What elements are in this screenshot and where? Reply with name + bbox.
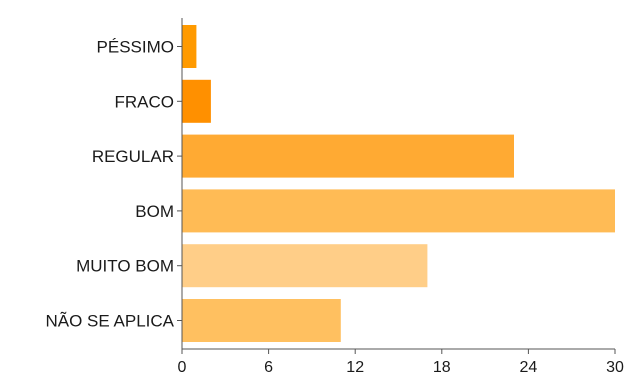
x-axis-ticks-group: 0 6 12 18 24 30 — [178, 349, 624, 376]
bar-4 — [182, 244, 428, 288]
bar-3 — [182, 189, 615, 233]
x-tick-label-1: 6 — [264, 359, 273, 376]
bar-1 — [182, 79, 211, 123]
x-tick-label-2: 12 — [346, 359, 364, 376]
bar-5 — [182, 299, 341, 342]
x-tick-label-5: 30 — [606, 359, 624, 376]
category-label-2: REGULAR — [92, 147, 174, 166]
x-tick-label-4: 24 — [520, 359, 538, 376]
category-label-3: BOM — [135, 202, 174, 221]
bar-2 — [182, 134, 514, 178]
category-label-0: PÉSSIMO — [97, 38, 174, 57]
category-labels-group: PÉSSIMO FRACO REGULAR BOM MUITO BOM NÃO SE AP… — [46, 38, 182, 331]
bars-group — [182, 25, 615, 342]
category-label-4: MUITO BOM — [76, 257, 174, 276]
x-tick-label-3: 18 — [433, 359, 451, 376]
category-label-1: FRACO — [115, 92, 175, 111]
bar-0 — [182, 25, 197, 68]
x-tick-label-0: 0 — [178, 359, 187, 376]
category-label-5: NÃO SE APLICA — [46, 312, 175, 331]
